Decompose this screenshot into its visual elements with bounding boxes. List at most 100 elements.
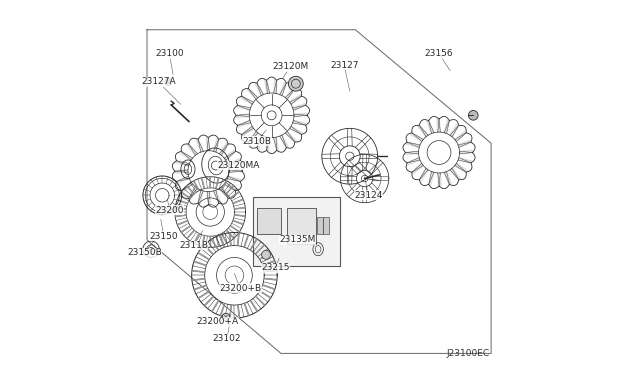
Polygon shape bbox=[264, 278, 277, 280]
Polygon shape bbox=[273, 80, 276, 93]
Polygon shape bbox=[285, 131, 296, 142]
Polygon shape bbox=[211, 239, 219, 250]
Text: 23124: 23124 bbox=[354, 191, 383, 200]
Polygon shape bbox=[194, 285, 207, 290]
Polygon shape bbox=[175, 208, 186, 209]
Circle shape bbox=[289, 76, 303, 91]
Polygon shape bbox=[230, 305, 232, 318]
Polygon shape bbox=[177, 221, 188, 225]
Polygon shape bbox=[221, 233, 227, 243]
Polygon shape bbox=[175, 215, 186, 217]
Text: 23215: 23215 bbox=[261, 263, 290, 272]
Polygon shape bbox=[224, 150, 236, 160]
Polygon shape bbox=[264, 80, 269, 93]
Polygon shape bbox=[187, 144, 197, 155]
Polygon shape bbox=[234, 208, 245, 209]
Polygon shape bbox=[206, 138, 210, 151]
Polygon shape bbox=[181, 192, 190, 199]
Polygon shape bbox=[242, 126, 253, 136]
Polygon shape bbox=[226, 185, 234, 194]
FancyBboxPatch shape bbox=[257, 208, 281, 234]
Polygon shape bbox=[212, 301, 219, 312]
Text: 23135M: 23135M bbox=[280, 235, 316, 244]
Polygon shape bbox=[220, 304, 225, 316]
Polygon shape bbox=[237, 121, 251, 127]
Polygon shape bbox=[260, 291, 271, 298]
Polygon shape bbox=[455, 131, 466, 142]
Polygon shape bbox=[255, 245, 265, 254]
Polygon shape bbox=[202, 235, 205, 246]
Polygon shape bbox=[419, 168, 428, 181]
FancyBboxPatch shape bbox=[323, 217, 329, 234]
Text: 23156: 23156 bbox=[425, 49, 453, 58]
Polygon shape bbox=[230, 192, 239, 198]
Polygon shape bbox=[280, 82, 286, 96]
Polygon shape bbox=[198, 291, 209, 298]
Polygon shape bbox=[250, 239, 257, 250]
Polygon shape bbox=[233, 220, 243, 225]
Polygon shape bbox=[229, 233, 231, 246]
Polygon shape bbox=[262, 261, 275, 266]
Polygon shape bbox=[262, 285, 275, 289]
Polygon shape bbox=[194, 234, 199, 244]
Polygon shape bbox=[267, 137, 269, 151]
Text: 23127: 23127 bbox=[330, 61, 358, 70]
Polygon shape bbox=[406, 151, 419, 155]
Polygon shape bbox=[176, 161, 189, 166]
Polygon shape bbox=[458, 140, 471, 147]
Polygon shape bbox=[244, 235, 248, 247]
Polygon shape bbox=[187, 186, 194, 194]
Polygon shape bbox=[460, 150, 472, 154]
Polygon shape bbox=[237, 105, 251, 110]
Polygon shape bbox=[181, 226, 191, 232]
Polygon shape bbox=[177, 176, 189, 183]
Polygon shape bbox=[189, 187, 197, 199]
Polygon shape bbox=[214, 139, 219, 152]
Polygon shape bbox=[234, 215, 245, 216]
Polygon shape bbox=[429, 171, 434, 185]
Polygon shape bbox=[407, 158, 420, 165]
Polygon shape bbox=[244, 303, 249, 316]
Text: 23100: 23100 bbox=[155, 49, 184, 58]
Circle shape bbox=[468, 110, 478, 120]
Text: 2310B: 2310B bbox=[243, 137, 271, 146]
Polygon shape bbox=[207, 192, 211, 205]
Polygon shape bbox=[290, 94, 301, 104]
Polygon shape bbox=[255, 296, 265, 305]
Polygon shape bbox=[204, 245, 213, 254]
Polygon shape bbox=[412, 163, 423, 174]
Circle shape bbox=[165, 78, 172, 85]
Polygon shape bbox=[238, 305, 239, 318]
Polygon shape bbox=[438, 173, 441, 186]
Text: 23127A: 23127A bbox=[141, 77, 175, 86]
Polygon shape bbox=[227, 230, 234, 238]
Polygon shape bbox=[198, 253, 209, 260]
Polygon shape bbox=[444, 120, 449, 134]
Circle shape bbox=[222, 313, 230, 321]
Polygon shape bbox=[437, 119, 440, 132]
Polygon shape bbox=[406, 142, 420, 147]
Polygon shape bbox=[227, 159, 240, 166]
Polygon shape bbox=[220, 143, 228, 155]
Text: 23102: 23102 bbox=[212, 334, 241, 343]
Text: 23200+A: 23200+A bbox=[196, 317, 239, 326]
Polygon shape bbox=[202, 178, 204, 189]
Polygon shape bbox=[233, 199, 243, 203]
Polygon shape bbox=[411, 133, 423, 142]
Polygon shape bbox=[230, 225, 239, 232]
Polygon shape bbox=[264, 270, 277, 272]
Text: 23150: 23150 bbox=[150, 232, 178, 241]
Polygon shape bbox=[450, 124, 459, 137]
Polygon shape bbox=[220, 235, 225, 247]
Polygon shape bbox=[250, 300, 257, 311]
Polygon shape bbox=[192, 279, 205, 280]
Polygon shape bbox=[259, 252, 271, 259]
FancyBboxPatch shape bbox=[287, 208, 316, 244]
Polygon shape bbox=[198, 190, 204, 203]
Polygon shape bbox=[196, 139, 204, 152]
Polygon shape bbox=[204, 296, 214, 306]
Polygon shape bbox=[180, 151, 193, 160]
Polygon shape bbox=[229, 169, 242, 172]
Polygon shape bbox=[248, 131, 258, 143]
Circle shape bbox=[262, 250, 271, 259]
